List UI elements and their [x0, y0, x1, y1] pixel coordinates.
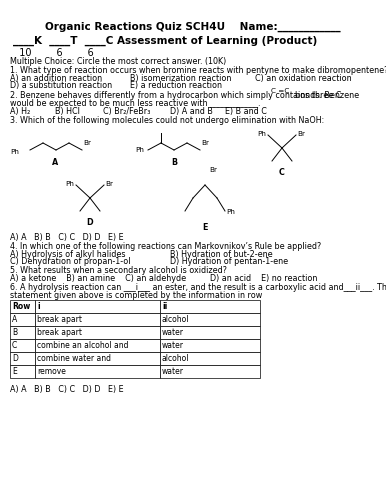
Text: Br: Br	[201, 140, 209, 146]
Text: B: B	[171, 158, 177, 167]
Text: D) Hydration of pentan-1-ene: D) Hydration of pentan-1-ene	[170, 257, 288, 266]
Text: D) a substitution reaction: D) a substitution reaction	[10, 81, 112, 90]
Text: 2. Benzene behaves differently from a hydrocarbon which simply contains three C: 2. Benzene behaves differently from a hy…	[10, 91, 341, 100]
Text: combine water and: combine water and	[37, 354, 111, 363]
Text: ____K  ____T  ____C Assessment of Learning (Product): ____K ____T ____C Assessment of Learning…	[13, 36, 317, 46]
Bar	[160, 365, 260, 378]
Text: Organic Reactions Quiz SCH4U    Name:____________: Organic Reactions Quiz SCH4U Name:______…	[45, 22, 341, 32]
Bar	[10, 352, 35, 365]
Text: B: B	[12, 328, 17, 337]
Text: alcohol: alcohol	[162, 315, 190, 324]
Bar	[10, 313, 35, 326]
Bar	[35, 365, 160, 378]
Text: Ph: Ph	[226, 209, 235, 215]
Text: C =C: C =C	[271, 88, 290, 94]
Text: B) isomerization reaction: B) isomerization reaction	[130, 74, 231, 83]
Text: D) A and B: D) A and B	[170, 107, 213, 116]
Text: 4. In which one of the following reactions can Markovnikov’s Rule be applied?: 4. In which one of the following reactio…	[10, 242, 321, 251]
Text: E) B and C: E) B and C	[225, 107, 267, 116]
Text: D) an acid    E) no reaction: D) an acid E) no reaction	[210, 274, 317, 283]
Text: statement given above is completed by the information in row: statement given above is completed by th…	[10, 291, 262, 300]
Text: A) an addition reaction: A) an addition reaction	[10, 74, 102, 83]
Text: A) a ketone    B) an amine    C) an aldehyde: A) a ketone B) an amine C) an aldehyde	[10, 274, 186, 283]
Text: bonds. Benzene: bonds. Benzene	[295, 91, 359, 100]
Text: Multiple Choice: Circle the most correct answer. (10K): Multiple Choice: Circle the most correct…	[10, 57, 226, 66]
Text: combine an alcohol and: combine an alcohol and	[37, 341, 129, 350]
Text: A) A   B) B   C) C   D) D   E) E: A) A B) B C) C D) D E) E	[10, 233, 124, 242]
Text: Br: Br	[209, 167, 217, 173]
Bar	[160, 326, 260, 339]
Text: A: A	[52, 158, 58, 167]
Text: C) an oxidation reaction: C) an oxidation reaction	[255, 74, 352, 83]
Text: water: water	[162, 367, 184, 376]
Text: 5. What results when a secondary alcohol is oxidized?: 5. What results when a secondary alcohol…	[10, 266, 227, 275]
Text: E) a reduction reaction: E) a reduction reaction	[130, 81, 222, 90]
Text: C: C	[12, 341, 17, 350]
Bar	[35, 352, 160, 365]
Text: A) Hydrolysis of alkyl halides: A) Hydrolysis of alkyl halides	[10, 250, 125, 259]
Text: 1. What type of reaction occurs when bromine reacts with pentyne to make dibromo: 1. What type of reaction occurs when bro…	[10, 66, 386, 75]
Text: Ph: Ph	[257, 131, 266, 137]
Text: Br: Br	[297, 131, 305, 137]
Text: B) Hydration of but-2-ene: B) Hydration of but-2-ene	[170, 250, 273, 259]
Text: 3. Which of the following molecules could not undergo elimination with NaOH:: 3. Which of the following molecules coul…	[10, 116, 324, 125]
Text: C: C	[279, 168, 285, 177]
Bar	[35, 326, 160, 339]
Text: Row: Row	[12, 302, 30, 311]
Bar	[10, 300, 35, 313]
Bar	[10, 326, 35, 339]
Text: C) Dehydration of propan-1-ol: C) Dehydration of propan-1-ol	[10, 257, 130, 266]
Text: water: water	[162, 328, 184, 337]
Bar	[160, 352, 260, 365]
Bar	[10, 339, 35, 352]
Text: E: E	[202, 223, 208, 232]
Text: 6. A hydrolysis reaction can ___i___ an ester, and the result is a carboxylic ac: 6. A hydrolysis reaction can ___i___ an …	[10, 283, 386, 292]
Bar	[160, 300, 260, 313]
Bar	[35, 339, 160, 352]
Text: C) Br₂/FeBr₃: C) Br₂/FeBr₃	[103, 107, 151, 116]
Text: Br: Br	[105, 181, 113, 187]
Text: Ph: Ph	[135, 147, 144, 153]
Text: ii: ii	[162, 302, 167, 311]
Text: Ph: Ph	[10, 149, 19, 155]
Text: Br: Br	[83, 140, 91, 146]
Text: E: E	[12, 367, 17, 376]
Bar	[35, 313, 160, 326]
Text: A: A	[12, 315, 17, 324]
Text: D: D	[12, 354, 18, 363]
Bar	[10, 365, 35, 378]
Text: i: i	[37, 302, 40, 311]
Bar	[160, 313, 260, 326]
Bar	[160, 339, 260, 352]
Text: break apart: break apart	[37, 328, 82, 337]
Text: water: water	[162, 341, 184, 350]
Text: A) A   B) B   C) C   D) D   E) E: A) A B) B C) C D) D E) E	[10, 385, 124, 394]
Text: break apart: break apart	[37, 315, 82, 324]
Text: would be expected to be much less reactive with ____________.: would be expected to be much less reacti…	[10, 99, 261, 108]
Text: Ph: Ph	[65, 181, 74, 187]
Text: alcohol: alcohol	[162, 354, 190, 363]
Text: D: D	[87, 218, 93, 227]
Text: A) H₂: A) H₂	[10, 107, 30, 116]
Bar	[35, 300, 160, 313]
Text: remove: remove	[37, 367, 66, 376]
Text: B) HCl: B) HCl	[55, 107, 80, 116]
Text: 10        6        6: 10 6 6	[13, 48, 94, 58]
